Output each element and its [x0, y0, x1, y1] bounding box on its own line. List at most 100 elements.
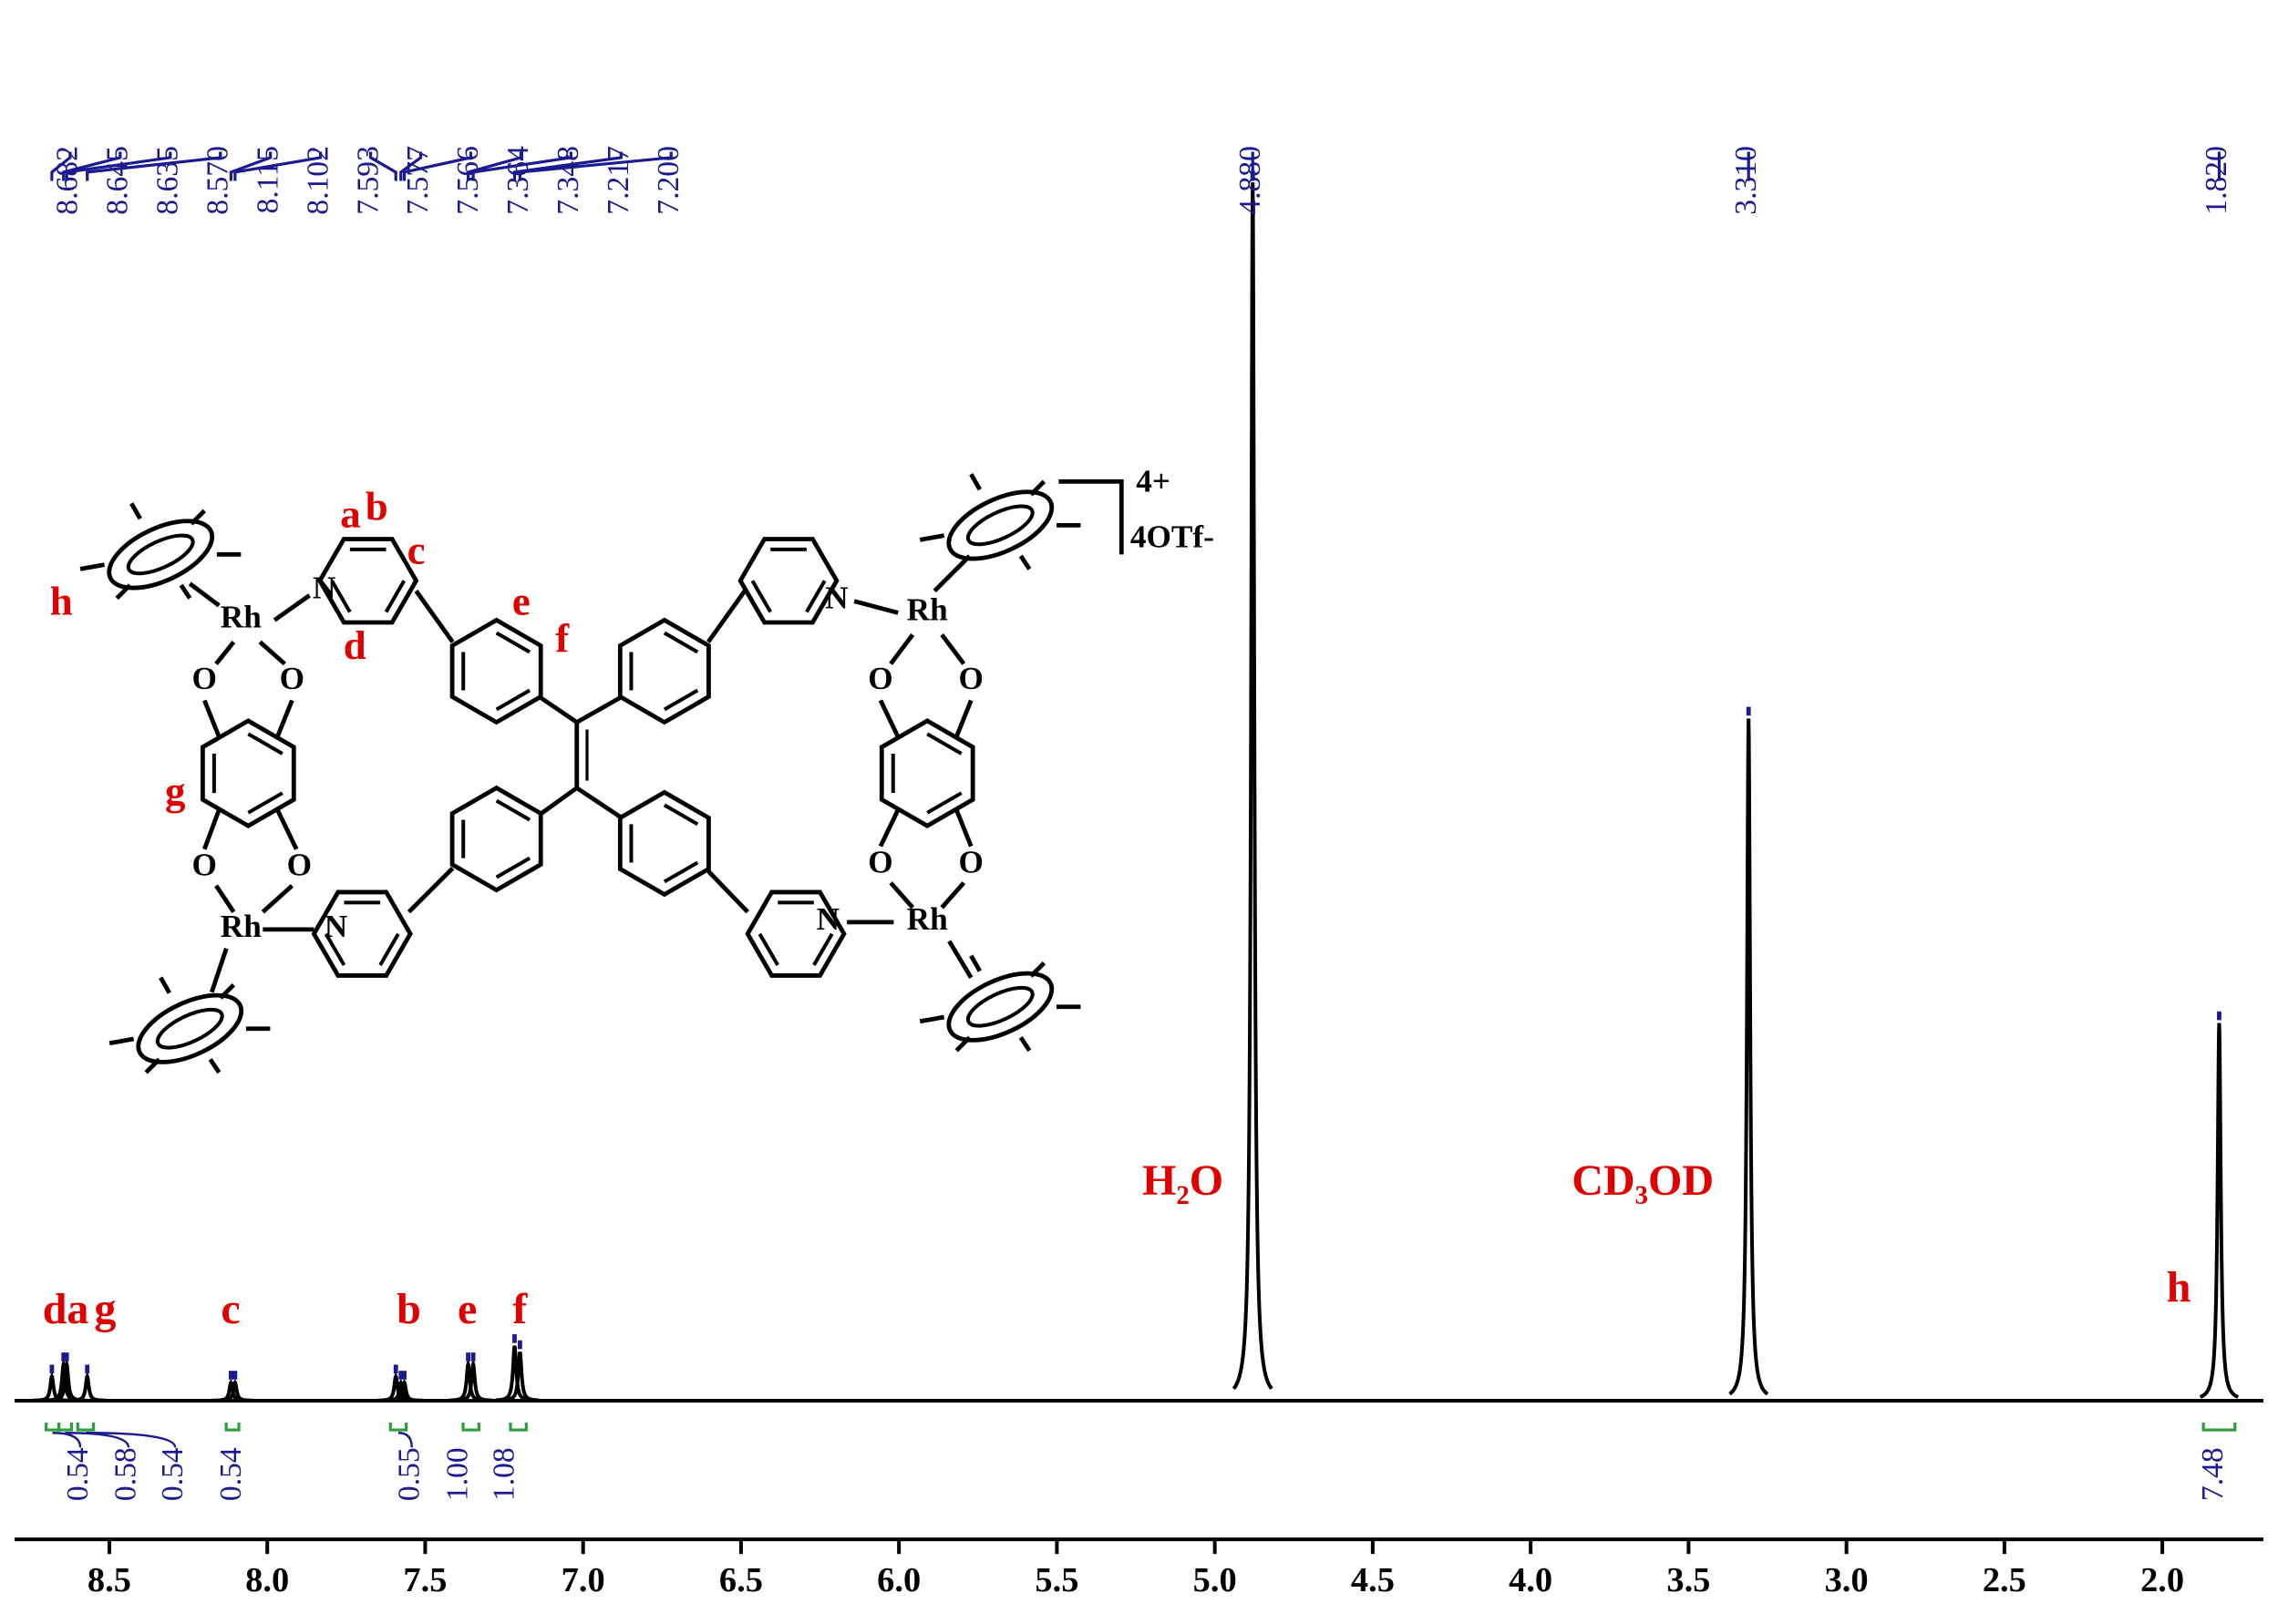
shift-label: 7.364	[501, 146, 535, 215]
integral-hook	[76, 1423, 96, 1432]
cp-ring	[136, 992, 244, 1064]
shift-label: 3.310	[1729, 146, 1763, 215]
x-tick-label: 8.0	[245, 1561, 289, 1599]
integral-label: 1.00	[440, 1447, 474, 1501]
shift-label: 8.570	[201, 146, 234, 215]
x-tick-label: 7.5	[403, 1561, 447, 1599]
peak	[500, 1352, 540, 1403]
bond	[663, 688, 699, 712]
bond	[575, 786, 623, 819]
peak	[454, 1358, 492, 1403]
bond	[539, 786, 579, 817]
bond	[758, 932, 779, 967]
bond	[247, 791, 283, 815]
shift-label: 8.102	[301, 146, 335, 215]
bond	[954, 1035, 972, 1053]
atom-label: Rh	[907, 901, 948, 937]
bond	[214, 640, 236, 665]
integral-hook	[461, 1423, 480, 1432]
x-tick-label: 5.5	[1035, 1561, 1078, 1599]
integral-connector	[65, 1432, 130, 1448]
bond	[889, 881, 915, 910]
peak	[67, 1372, 107, 1403]
bond	[188, 581, 221, 608]
proton-label: a	[340, 491, 360, 537]
atom-label: O	[280, 661, 304, 696]
bond	[663, 860, 699, 884]
integral-hook	[509, 1423, 528, 1432]
bond	[275, 808, 299, 850]
atom-label: N	[817, 901, 840, 937]
counterion: 4OTf-	[1130, 519, 1214, 554]
cp-ring	[965, 985, 1035, 1028]
bond	[919, 1014, 945, 1024]
bond	[954, 554, 972, 571]
bond	[495, 688, 531, 712]
shift-label: 7.577	[401, 146, 435, 215]
bond	[954, 808, 974, 848]
x-tick-label: 8.5	[88, 1561, 131, 1599]
integral-connector	[85, 1432, 177, 1448]
integral-connector	[52, 1432, 82, 1448]
atom-label: N	[825, 581, 848, 616]
bond	[1029, 961, 1046, 978]
atom-label: O	[959, 661, 984, 696]
peak	[1728, 718, 1769, 1396]
bond	[202, 808, 222, 850]
integral-label: 0.58	[109, 1447, 143, 1501]
peak-annotation: da	[43, 1285, 89, 1333]
bond	[414, 590, 455, 643]
bond	[115, 583, 132, 601]
bond	[202, 699, 222, 738]
label-leader	[368, 151, 397, 181]
label-leader	[471, 151, 572, 181]
bond	[261, 884, 294, 914]
bond	[495, 631, 531, 654]
bond	[79, 562, 105, 571]
peak-annotation: c	[221, 1285, 240, 1333]
bond	[159, 976, 171, 994]
bracket	[1058, 478, 1124, 555]
shift-label: 8.645	[101, 146, 135, 215]
atom-label: Rh	[221, 600, 262, 635]
shift-label: 7.200	[652, 146, 685, 215]
bond	[926, 791, 963, 815]
bond	[275, 699, 294, 738]
bond	[129, 502, 142, 520]
bond	[947, 940, 974, 979]
ring	[200, 718, 296, 828]
integral-hook	[57, 1423, 73, 1432]
ring	[317, 537, 419, 625]
cp-ring	[965, 504, 1035, 547]
integral-label: 0.55	[392, 1447, 426, 1501]
peak	[385, 1379, 424, 1403]
ring	[617, 617, 711, 725]
bond	[954, 699, 974, 738]
atom-label: O	[287, 848, 312, 883]
x-tick-label: 5.0	[1193, 1561, 1237, 1599]
peak-annotation: H₂O	[1142, 1156, 1223, 1205]
peak	[33, 1372, 71, 1403]
bond	[663, 803, 699, 827]
bond	[258, 640, 286, 666]
bond	[247, 732, 283, 755]
peak	[215, 1379, 254, 1403]
proton-label: b	[366, 484, 388, 529]
peak-annotation: b	[397, 1285, 421, 1333]
label-leader	[512, 151, 623, 181]
bond	[853, 599, 899, 615]
integral-hook	[2201, 1423, 2237, 1432]
integral-label: 7.48	[2196, 1447, 2230, 1501]
proton-label: f	[555, 615, 570, 661]
ring	[617, 789, 711, 898]
bond	[190, 509, 206, 526]
proton-label: g	[165, 768, 185, 814]
label-leader	[518, 151, 673, 181]
atom-label: O	[868, 845, 892, 880]
x-tick-label: 6.5	[719, 1561, 763, 1599]
bond	[495, 856, 531, 879]
bond	[273, 593, 311, 622]
shift-label: 8.635	[150, 146, 184, 215]
bond	[940, 633, 966, 665]
